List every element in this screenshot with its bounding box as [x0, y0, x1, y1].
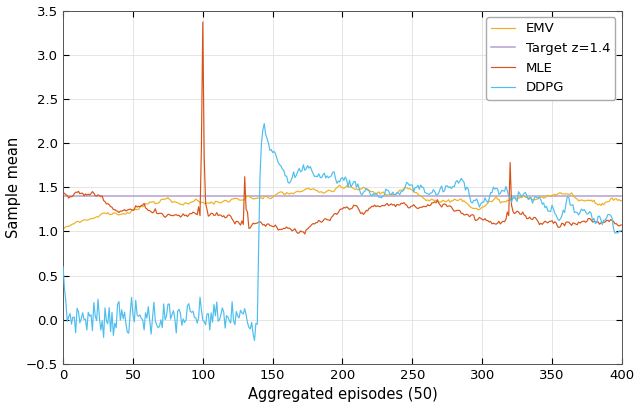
EMV — [336, 183, 344, 188]
MLE — [301, 232, 308, 237]
DDPG — [263, 136, 271, 141]
EMV — [470, 206, 477, 211]
Target z=1.4 — [61, 194, 68, 199]
EMV — [260, 195, 268, 200]
DDPG — [251, 338, 259, 343]
MLE — [262, 224, 269, 229]
Target z=1.4 — [60, 194, 67, 199]
MLE — [419, 205, 426, 210]
MLE — [368, 204, 376, 208]
MLE — [132, 203, 140, 208]
EMV — [417, 193, 424, 198]
DDPG — [419, 185, 426, 190]
MLE — [60, 192, 67, 197]
MLE — [472, 218, 479, 223]
DDPG — [472, 198, 479, 203]
DDPG — [618, 228, 626, 233]
MLE — [618, 222, 626, 227]
MLE — [343, 204, 351, 209]
Line: DDPG: DDPG — [63, 124, 622, 340]
X-axis label: Aggregated episodes (50): Aggregated episodes (50) — [248, 388, 437, 402]
Legend: EMV, Target z=1.4, MLE, DDPG: EMV, Target z=1.4, MLE, DDPG — [486, 17, 615, 100]
MLE — [199, 20, 207, 24]
EMV — [60, 227, 67, 232]
EMV — [132, 207, 140, 212]
Line: MLE: MLE — [63, 22, 622, 234]
Line: EMV: EMV — [63, 185, 622, 230]
DDPG — [60, 264, 67, 269]
EMV — [367, 189, 374, 194]
Y-axis label: Sample mean: Sample mean — [6, 137, 20, 238]
DDPG — [132, 298, 140, 303]
DDPG — [343, 177, 351, 182]
EMV — [342, 185, 349, 190]
DDPG — [368, 193, 376, 198]
EMV — [618, 198, 626, 203]
DDPG — [260, 121, 268, 126]
